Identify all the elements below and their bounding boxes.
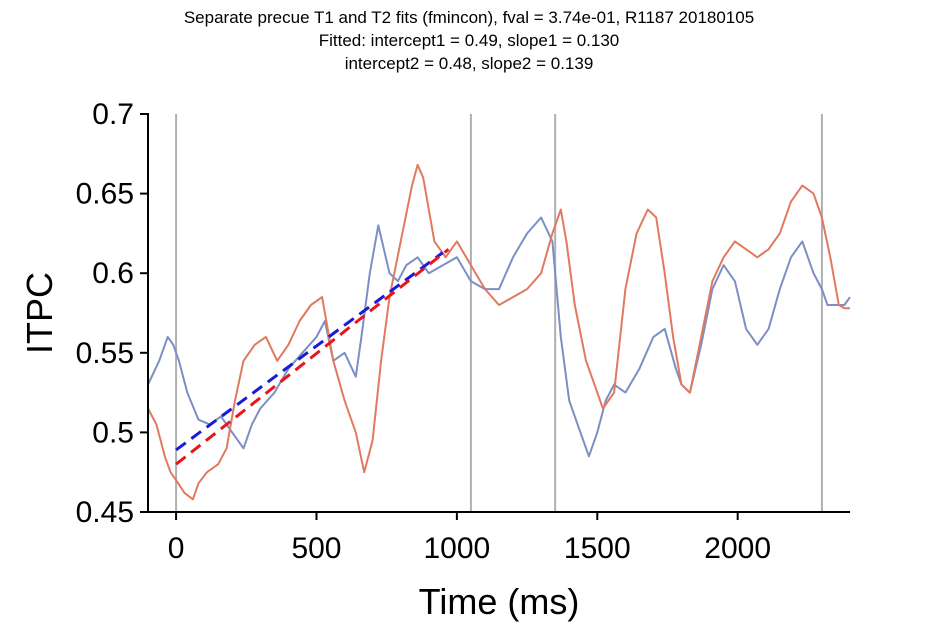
y-tick-label-5: 0.7 — [92, 98, 134, 131]
fit-layer — [175, 248, 450, 466]
title-line-2: Fitted: intercept1 = 0.49, slope1 = 0.13… — [318, 31, 620, 50]
fit-line-0 — [175, 251, 444, 452]
y-tick-label-0: 0.45 — [76, 496, 134, 529]
title-line-3: intercept2 = 0.48, slope2 = 0.139 — [344, 54, 594, 73]
x-tick-label-0: 0 — [168, 532, 185, 565]
tick-labels: 0.45 0.5 0.55 0.6 0.65 0.7 0 500 1000 1500 2000 — [76, 98, 771, 565]
series-line-0 — [147, 216, 851, 458]
title-line-1: Separate precue T1 and T2 fits (fmincon)… — [183, 8, 755, 27]
x-axis-label: Time (ms) — [419, 581, 580, 622]
y-tick-label-3: 0.6 — [92, 257, 134, 290]
series-line-1 — [147, 163, 850, 501]
x-tick-label-1: 500 — [291, 532, 341, 565]
fit-line-1 — [175, 248, 450, 466]
axes — [147, 113, 850, 513]
y-tick-label-2: 0.55 — [76, 337, 134, 370]
x-tick-label-2: 1000 — [424, 532, 491, 565]
y-axis-label: ITPC — [19, 272, 60, 354]
y-tick-label-4: 0.65 — [76, 178, 134, 211]
event-lines — [175, 114, 823, 512]
x-tick-label-4: 2000 — [704, 532, 771, 565]
y-tick-label-1: 0.5 — [92, 416, 134, 449]
chart-title: Separate precue T1 and T2 fits (fmincon)… — [0, 6, 938, 75]
series-layer — [147, 163, 851, 501]
x-tick-label-3: 1500 — [564, 532, 631, 565]
